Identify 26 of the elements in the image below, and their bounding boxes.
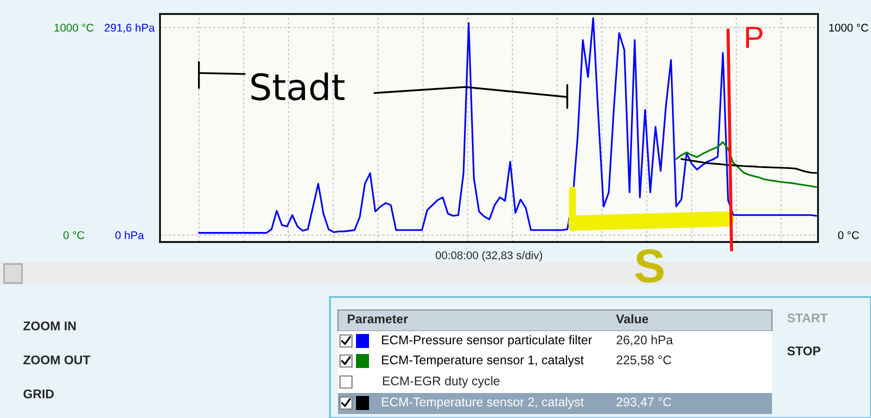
text: 225,58 °C xyxy=(616,356,672,366)
text: STOP xyxy=(787,346,820,356)
text: Value xyxy=(616,314,648,324)
y-tick-label: 0 hPa xyxy=(115,231,144,240)
annotation: Stadt xyxy=(251,72,344,100)
text: GRID xyxy=(24,390,54,398)
line-series xyxy=(675,141,818,188)
legend-label: ECM-Temperature sensor 1, catalyst xyxy=(382,355,584,367)
text: ZOOM OUT xyxy=(23,356,90,364)
y2-tick-label: 1000 °C xyxy=(54,24,94,32)
text: ZOOM IN xyxy=(23,322,76,330)
x-axis-title: 00:08:00 (32,83 s/div) xyxy=(436,251,542,262)
y2-tick-label: 0 °C xyxy=(63,231,84,240)
legend-label: ECM-Pressure sensor particulate filter xyxy=(382,335,592,347)
text: S xyxy=(635,249,664,283)
text: 26,20 hPa xyxy=(616,335,673,346)
text: 293,47 °C xyxy=(616,398,672,408)
y-tick-label: 291,6 hPa xyxy=(104,23,155,33)
y3-tick-label: 1000 °C xyxy=(829,24,868,32)
line-series xyxy=(198,17,818,234)
legend-label: ECM-Temperature sensor 2, catalyst xyxy=(382,397,584,409)
y3-tick-label: 0 °C xyxy=(838,231,859,240)
text: ECM-EGR duty cycle xyxy=(383,376,500,388)
text: Parameter xyxy=(348,314,408,324)
text: START xyxy=(787,314,828,322)
annotation: P xyxy=(746,26,762,48)
